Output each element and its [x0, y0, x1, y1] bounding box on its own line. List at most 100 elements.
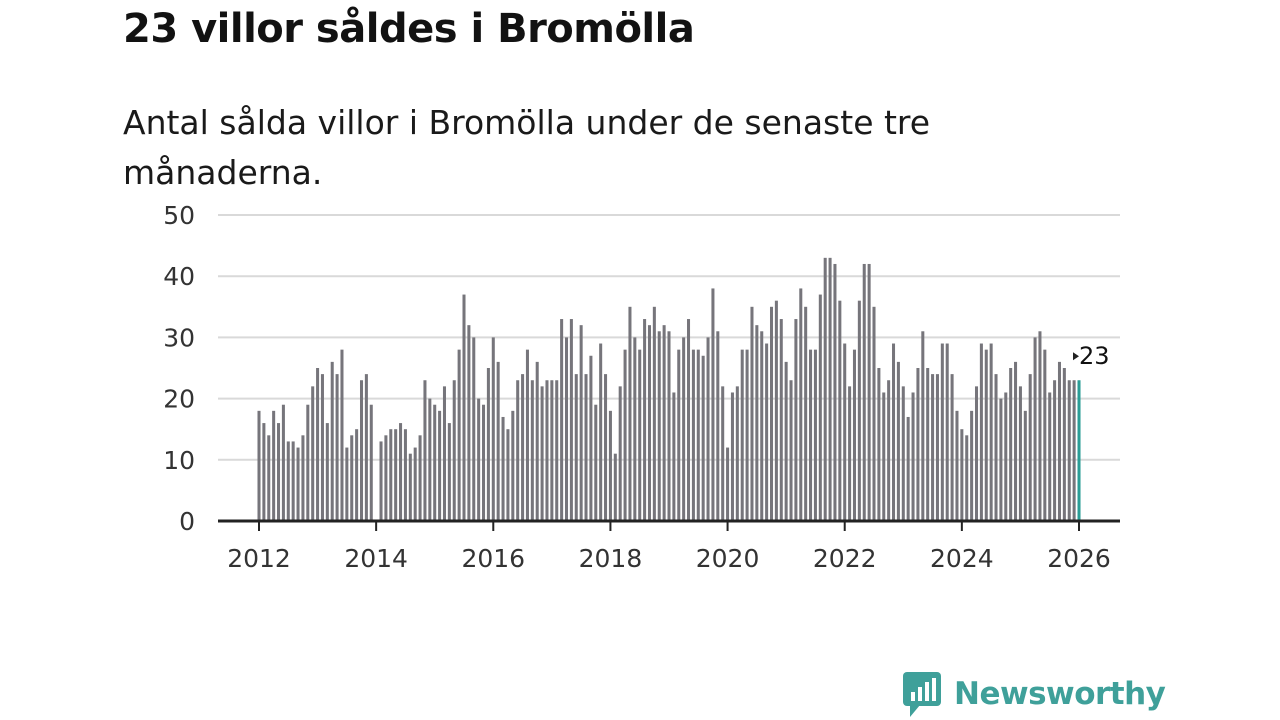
bar: [1062, 368, 1066, 521]
bar: [467, 325, 471, 521]
bar: [935, 374, 939, 521]
x-tick-label: 2014: [344, 544, 408, 573]
bar: [608, 410, 612, 521]
bar: [418, 435, 422, 521]
bar: [955, 410, 959, 521]
bar: [921, 331, 925, 521]
bar: [633, 337, 637, 521]
bar: [750, 306, 754, 521]
bars: [257, 257, 1081, 521]
bar: [540, 386, 544, 521]
bar: [696, 349, 700, 521]
bar: [281, 404, 285, 521]
bar: [535, 361, 539, 521]
bar: [364, 374, 368, 521]
bar: [1023, 410, 1027, 521]
bar: [672, 392, 676, 521]
bar: [340, 349, 344, 521]
bar: [1067, 380, 1071, 521]
bar: [979, 343, 983, 521]
bar: [384, 435, 388, 521]
bar: [765, 343, 769, 521]
bar: [277, 423, 281, 521]
bar: [1004, 392, 1008, 521]
bar: [330, 361, 334, 521]
bar: [682, 337, 686, 521]
bar: [647, 325, 651, 521]
x-axis: [218, 519, 1120, 531]
bar: [301, 435, 305, 521]
bar: [838, 300, 842, 521]
bar: [594, 404, 598, 521]
bar: [1057, 361, 1061, 521]
chart-subtitle: Antal sålda villor i Bromölla under de s…: [123, 103, 931, 192]
bar: [345, 447, 349, 521]
x-tick-label: 2024: [930, 544, 994, 573]
x-tick-label: 2022: [813, 544, 877, 573]
bar: [438, 410, 442, 521]
bar: [843, 343, 847, 521]
bar: [1072, 380, 1076, 521]
bar: [667, 331, 671, 521]
bar: [1043, 349, 1047, 521]
bar: [652, 306, 656, 521]
bar: [604, 374, 608, 521]
bar: [984, 349, 988, 521]
bar: [1038, 331, 1042, 521]
bar: [335, 374, 339, 521]
bar: [545, 380, 549, 521]
bar-chart: 0 10 20 30 40 50 23 2012 2014 2016 2018 2020 2022 202…: [163, 201, 1120, 573]
bar: [296, 447, 300, 521]
bar: [491, 337, 495, 521]
bar: [1028, 374, 1032, 521]
bar: [833, 263, 837, 521]
bar: [560, 319, 564, 521]
last-value-pointer: [1073, 352, 1079, 361]
bar: [447, 423, 451, 521]
bar: [848, 386, 852, 521]
bar: [428, 398, 432, 521]
bar: [501, 416, 505, 521]
newsworthy-logo-icon: [903, 672, 941, 717]
bar: [320, 374, 324, 521]
bar: [379, 441, 383, 521]
bar: [721, 386, 725, 521]
bar: [486, 368, 490, 521]
bar: [716, 331, 720, 521]
bar: [691, 349, 695, 521]
bar: [974, 386, 979, 521]
bar: [950, 374, 954, 521]
bar: [408, 453, 412, 521]
bar: [482, 404, 486, 521]
bar: [1014, 361, 1018, 521]
y-tick-label: 40: [163, 262, 195, 291]
bar: [618, 386, 622, 521]
bar: [877, 368, 881, 521]
bar: [901, 386, 905, 521]
bar: [267, 435, 271, 521]
bar: [994, 374, 998, 521]
bar: [784, 361, 788, 521]
bar: [740, 349, 744, 521]
bar: [628, 306, 632, 521]
bar: [286, 441, 290, 521]
bar: [965, 435, 969, 521]
y-tick-label: 20: [163, 385, 195, 414]
y-tick-label: 10: [163, 446, 195, 475]
bar: [887, 380, 891, 521]
bar: [442, 386, 446, 521]
bar: [960, 429, 964, 521]
bar: [745, 349, 749, 521]
bar: [394, 429, 398, 521]
bar: [769, 306, 774, 521]
bar: [892, 343, 896, 521]
bar: [623, 349, 627, 521]
bar: [423, 380, 427, 521]
bar: [589, 355, 593, 521]
bar: [433, 404, 437, 521]
bar: [794, 319, 798, 521]
bar: [569, 319, 573, 521]
bar: [828, 257, 832, 521]
bar: [662, 325, 666, 521]
gridlines: [218, 214, 1120, 461]
